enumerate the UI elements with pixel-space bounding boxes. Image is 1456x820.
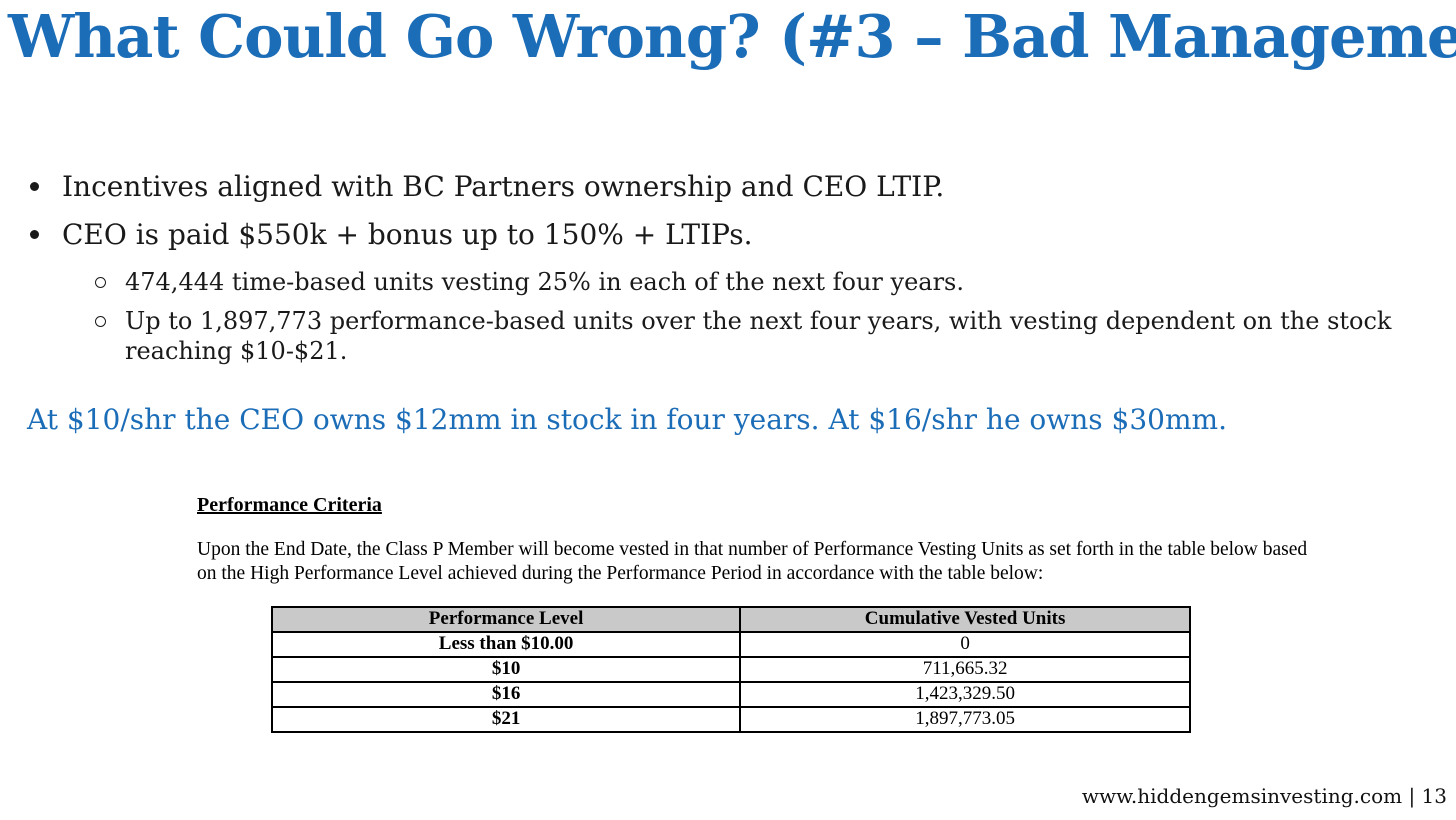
table-row: Less than $10.00 0	[270, 631, 1191, 658]
footer-site-and-page-number: www.hiddengemsinvesting.com | 13	[1081, 784, 1447, 808]
table-row: $10 711,665.32	[270, 656, 1191, 683]
column-header-performance-level: Performance Level	[270, 606, 742, 633]
cell-vested-units: 0	[739, 631, 1191, 658]
performance-table: Performance Level Cumulative Vested Unit…	[270, 606, 1191, 733]
document-paragraph: Upon the End Date, the Class P Member wi…	[197, 539, 1308, 584]
sub-bullet-text: Up to 1,897,773 performance-based units …	[125, 307, 1392, 365]
cell-vested-units: 711,665.32	[739, 656, 1191, 683]
table-row: $21 1,897,773.05	[270, 706, 1191, 733]
bullet-item: Incentives aligned with BC Partners owne…	[30, 170, 944, 204]
bullet-text: CEO is paid $550k + bonus up to 150% + L…	[62, 218, 753, 251]
sub-bullet-item: 474,444 time-based units vesting 25% in …	[95, 267, 964, 297]
column-header-cumulative-vested-units: Cumulative Vested Units	[739, 606, 1191, 633]
sub-bullet-item: Up to 1,897,773 performance-based units …	[95, 306, 1425, 366]
bullet-circle-icon	[95, 316, 106, 327]
cell-vested-units: 1,897,773.05	[739, 706, 1191, 733]
bullet-circle-icon	[95, 277, 106, 288]
bullet-text: Incentives aligned with BC Partners owne…	[62, 170, 945, 203]
document-heading: Performance Criteria	[197, 494, 382, 516]
cell-performance-level: $16	[270, 681, 742, 708]
sub-bullet-text: 474,444 time-based units vesting 25% in …	[125, 268, 964, 296]
cell-performance-level: $10	[270, 656, 742, 683]
bullet-item: CEO is paid $550k + bonus up to 150% + L…	[30, 218, 753, 252]
bullet-dot-icon	[30, 182, 39, 191]
cell-performance-level: Less than $10.00	[270, 631, 742, 658]
key-takeaway-text: At $10/shr the CEO owns $12mm in stock i…	[27, 403, 1227, 436]
bullet-dot-icon	[30, 230, 39, 239]
cell-performance-level: $21	[270, 706, 742, 733]
page-title: What Could Go Wrong? (#3 – Bad Managemen…	[8, 2, 1456, 71]
cell-vested-units: 1,423,329.50	[739, 681, 1191, 708]
table-row: $16 1,423,329.50	[270, 681, 1191, 708]
table-header-row: Performance Level Cumulative Vested Unit…	[270, 606, 1191, 633]
